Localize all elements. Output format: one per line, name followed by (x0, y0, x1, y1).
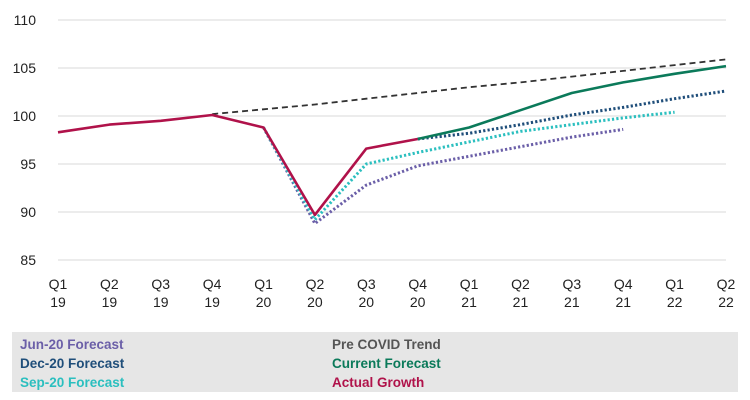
legend-item-actual-growth: Actual Growth (332, 375, 425, 390)
legend: Jun-20 Forecast Dec-20 Forecast Sep-20 F… (12, 332, 738, 392)
x-tick-q2-20: Q2 20 (306, 276, 325, 310)
legend-item-pre-covid-trend: Pre COVID Trend (332, 337, 441, 352)
x-tick-q1-19: Q1 19 (49, 276, 68, 310)
x-tick-q3-19: Q3 19 (151, 276, 170, 310)
series-dec-20-forecast (417, 89, 727, 141)
x-tick-q2-19: Q2 19 (100, 276, 119, 310)
x-tick-q4-19: Q4 19 (203, 276, 222, 310)
y-tick-105: 105 (13, 60, 37, 76)
series-actual-growth (57, 113, 418, 217)
x-tick-q2-21: Q2 21 (511, 276, 530, 310)
y-tick-95: 95 (20, 156, 36, 172)
x-axis-ticks: Q1 19 Q2 19 Q3 19 Q4 19 Q1 20 Q2 20 Q3 20 Q4 20 Q1 21 Q2 21… (49, 276, 736, 310)
series-current-forecast (417, 64, 727, 141)
y-tick-110: 110 (14, 12, 37, 28)
y-tick-90: 90 (20, 204, 36, 220)
legend-item-jun-20-forecast: Jun-20 Forecast (20, 337, 124, 352)
y-tick-100: 100 (13, 108, 37, 124)
gridlines (58, 19, 726, 261)
y-axis-ticks: 85 90 95 100 105 110 (13, 12, 37, 268)
series-lines (57, 58, 727, 225)
x-tick-q1-20: Q1 20 (254, 276, 273, 310)
line-chart: 85 90 95 100 105 110 Q1 19 Q2 19 Q3 19 Q4 19 Q1 20 Q2 20… (13, 12, 736, 310)
x-tick-q4-20: Q4 20 (408, 276, 427, 310)
series-jun-20-forecast (262, 126, 624, 225)
y-tick-85: 85 (20, 252, 36, 268)
legend-item-sep-20-forecast: Sep-20 Forecast (20, 375, 125, 390)
legend-item-current-forecast: Current Forecast (332, 356, 441, 371)
series-sep-20-forecast (262, 110, 675, 222)
x-tick-q4-21: Q4 21 (614, 276, 633, 310)
x-tick-q1-22: Q1 22 (665, 276, 684, 310)
x-tick-q3-21: Q3 21 (563, 276, 582, 310)
x-tick-q1-21: Q1 21 (460, 276, 479, 310)
legend-item-dec-20-forecast: Dec-20 Forecast (20, 356, 125, 371)
series-pre-covid-trend (212, 58, 727, 115)
x-tick-q2-22: Q2 22 (717, 276, 736, 310)
x-tick-q3-20: Q3 20 (357, 276, 376, 310)
